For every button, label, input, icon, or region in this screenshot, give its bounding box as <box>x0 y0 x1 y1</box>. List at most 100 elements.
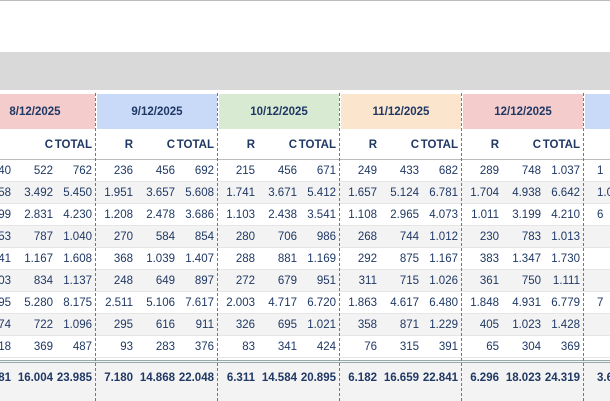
group-divider <box>217 93 218 401</box>
cell: 783 <box>521 231 541 243</box>
column-header: TOTAL <box>54 139 92 151</box>
cell: 280 <box>235 231 255 243</box>
column-header: TOTAL <box>298 139 336 151</box>
total-cell: 23.985 <box>56 372 92 384</box>
cell: 76 <box>364 341 377 353</box>
column-header: C <box>44 139 53 151</box>
total-cell: 14.584 <box>261 372 297 384</box>
cell: 854 <box>194 231 214 243</box>
row-band <box>0 160 610 182</box>
cell: 58 <box>0 187 11 199</box>
total-cell: 14.868 <box>139 372 175 384</box>
cell: 787 <box>33 231 53 243</box>
cell: 295 <box>113 319 133 331</box>
cell: 5.450 <box>63 187 92 199</box>
cell: 671 <box>316 165 336 177</box>
cell: 358 <box>357 319 377 331</box>
cell: 1.730 <box>551 253 580 265</box>
cell: 897 <box>194 275 214 287</box>
cell: 1.608 <box>63 253 92 265</box>
cell: 3.671 <box>268 187 297 199</box>
total-row <box>0 360 610 401</box>
cell: 405 <box>479 319 499 331</box>
cell: 8.175 <box>63 297 92 309</box>
cell: 236 <box>113 165 133 177</box>
cell: 83 <box>242 341 255 353</box>
cell: 487 <box>72 341 92 353</box>
row-band <box>0 248 610 270</box>
cell: 715 <box>399 275 419 287</box>
cell: 2.965 <box>390 209 419 221</box>
cell: 1.037 <box>551 165 580 177</box>
cell: 1.167 <box>429 253 458 265</box>
cell: 74 <box>0 319 11 331</box>
cell: 288 <box>235 253 255 265</box>
cell: 5.124 <box>390 187 419 199</box>
row-band <box>0 204 610 226</box>
cell: 53 <box>0 231 11 243</box>
cell: 875 <box>399 253 419 265</box>
cell: 1.704 <box>470 187 499 199</box>
cell: 1.208 <box>104 209 133 221</box>
column-header: C <box>410 139 419 151</box>
cell: 6.480 <box>429 297 458 309</box>
cell: 3.199 <box>512 209 541 221</box>
cell: 215 <box>235 165 255 177</box>
cell: 1.229 <box>429 319 458 331</box>
cell: 6.779 <box>551 297 580 309</box>
cell: 2.438 <box>268 209 297 221</box>
cell: 4.617 <box>390 297 419 309</box>
total-cell: 22.841 <box>422 372 458 384</box>
total-cell: 6.311 <box>226 372 255 384</box>
cell: 1 <box>597 165 604 177</box>
cell: 249 <box>357 165 377 177</box>
cell: 1.026 <box>429 275 458 287</box>
cell: 391 <box>438 341 458 353</box>
group-divider <box>461 93 462 401</box>
row-band <box>0 270 610 292</box>
cell: 1.111 <box>552 275 580 287</box>
cell: 679 <box>277 275 297 287</box>
cell: 7.617 <box>185 297 214 309</box>
cell: 881 <box>277 253 297 265</box>
cell: 315 <box>399 341 419 353</box>
cell: 1.347 <box>512 253 541 265</box>
cell: 1.013 <box>551 231 580 243</box>
cell: 376 <box>194 341 214 353</box>
cell: 522 <box>33 165 53 177</box>
cell: 2.831 <box>24 209 53 221</box>
column-header: C <box>532 139 541 151</box>
total-cell: 6.296 <box>470 372 499 384</box>
cell: 341 <box>277 341 297 353</box>
cell: 3.657 <box>146 187 175 199</box>
cell: 99 <box>0 209 11 221</box>
date-header: 12/12/2025 <box>462 93 584 130</box>
cell: 1.103 <box>226 209 255 221</box>
cell: 1.023 <box>512 319 541 331</box>
cell: 433 <box>399 165 419 177</box>
cell: 5.412 <box>307 187 336 199</box>
cell: 369 <box>33 341 53 353</box>
column-header: R <box>124 139 133 151</box>
row-band <box>0 226 610 248</box>
cell: 2.511 <box>105 297 133 309</box>
cell: 6 <box>597 209 604 221</box>
cell: 834 <box>33 275 53 287</box>
cell: 4.931 <box>512 297 541 309</box>
cell: 03 <box>0 275 11 287</box>
total-cell: 24.319 <box>544 372 580 384</box>
cell: 456 <box>277 165 297 177</box>
cell: 1.169 <box>307 253 336 265</box>
date-header: 10/12/2025 <box>218 93 340 130</box>
cell: 6.781 <box>429 187 458 199</box>
cell: 7 <box>597 297 604 309</box>
cell: 361 <box>479 275 499 287</box>
row-band <box>0 292 610 314</box>
cell: 2.478 <box>146 209 175 221</box>
cell: 1.863 <box>348 297 377 309</box>
cell: 5.280 <box>24 297 53 309</box>
cell: 41 <box>0 253 11 265</box>
cell: 304 <box>521 341 541 353</box>
row-band <box>0 182 610 204</box>
cell: 1.040 <box>63 231 92 243</box>
